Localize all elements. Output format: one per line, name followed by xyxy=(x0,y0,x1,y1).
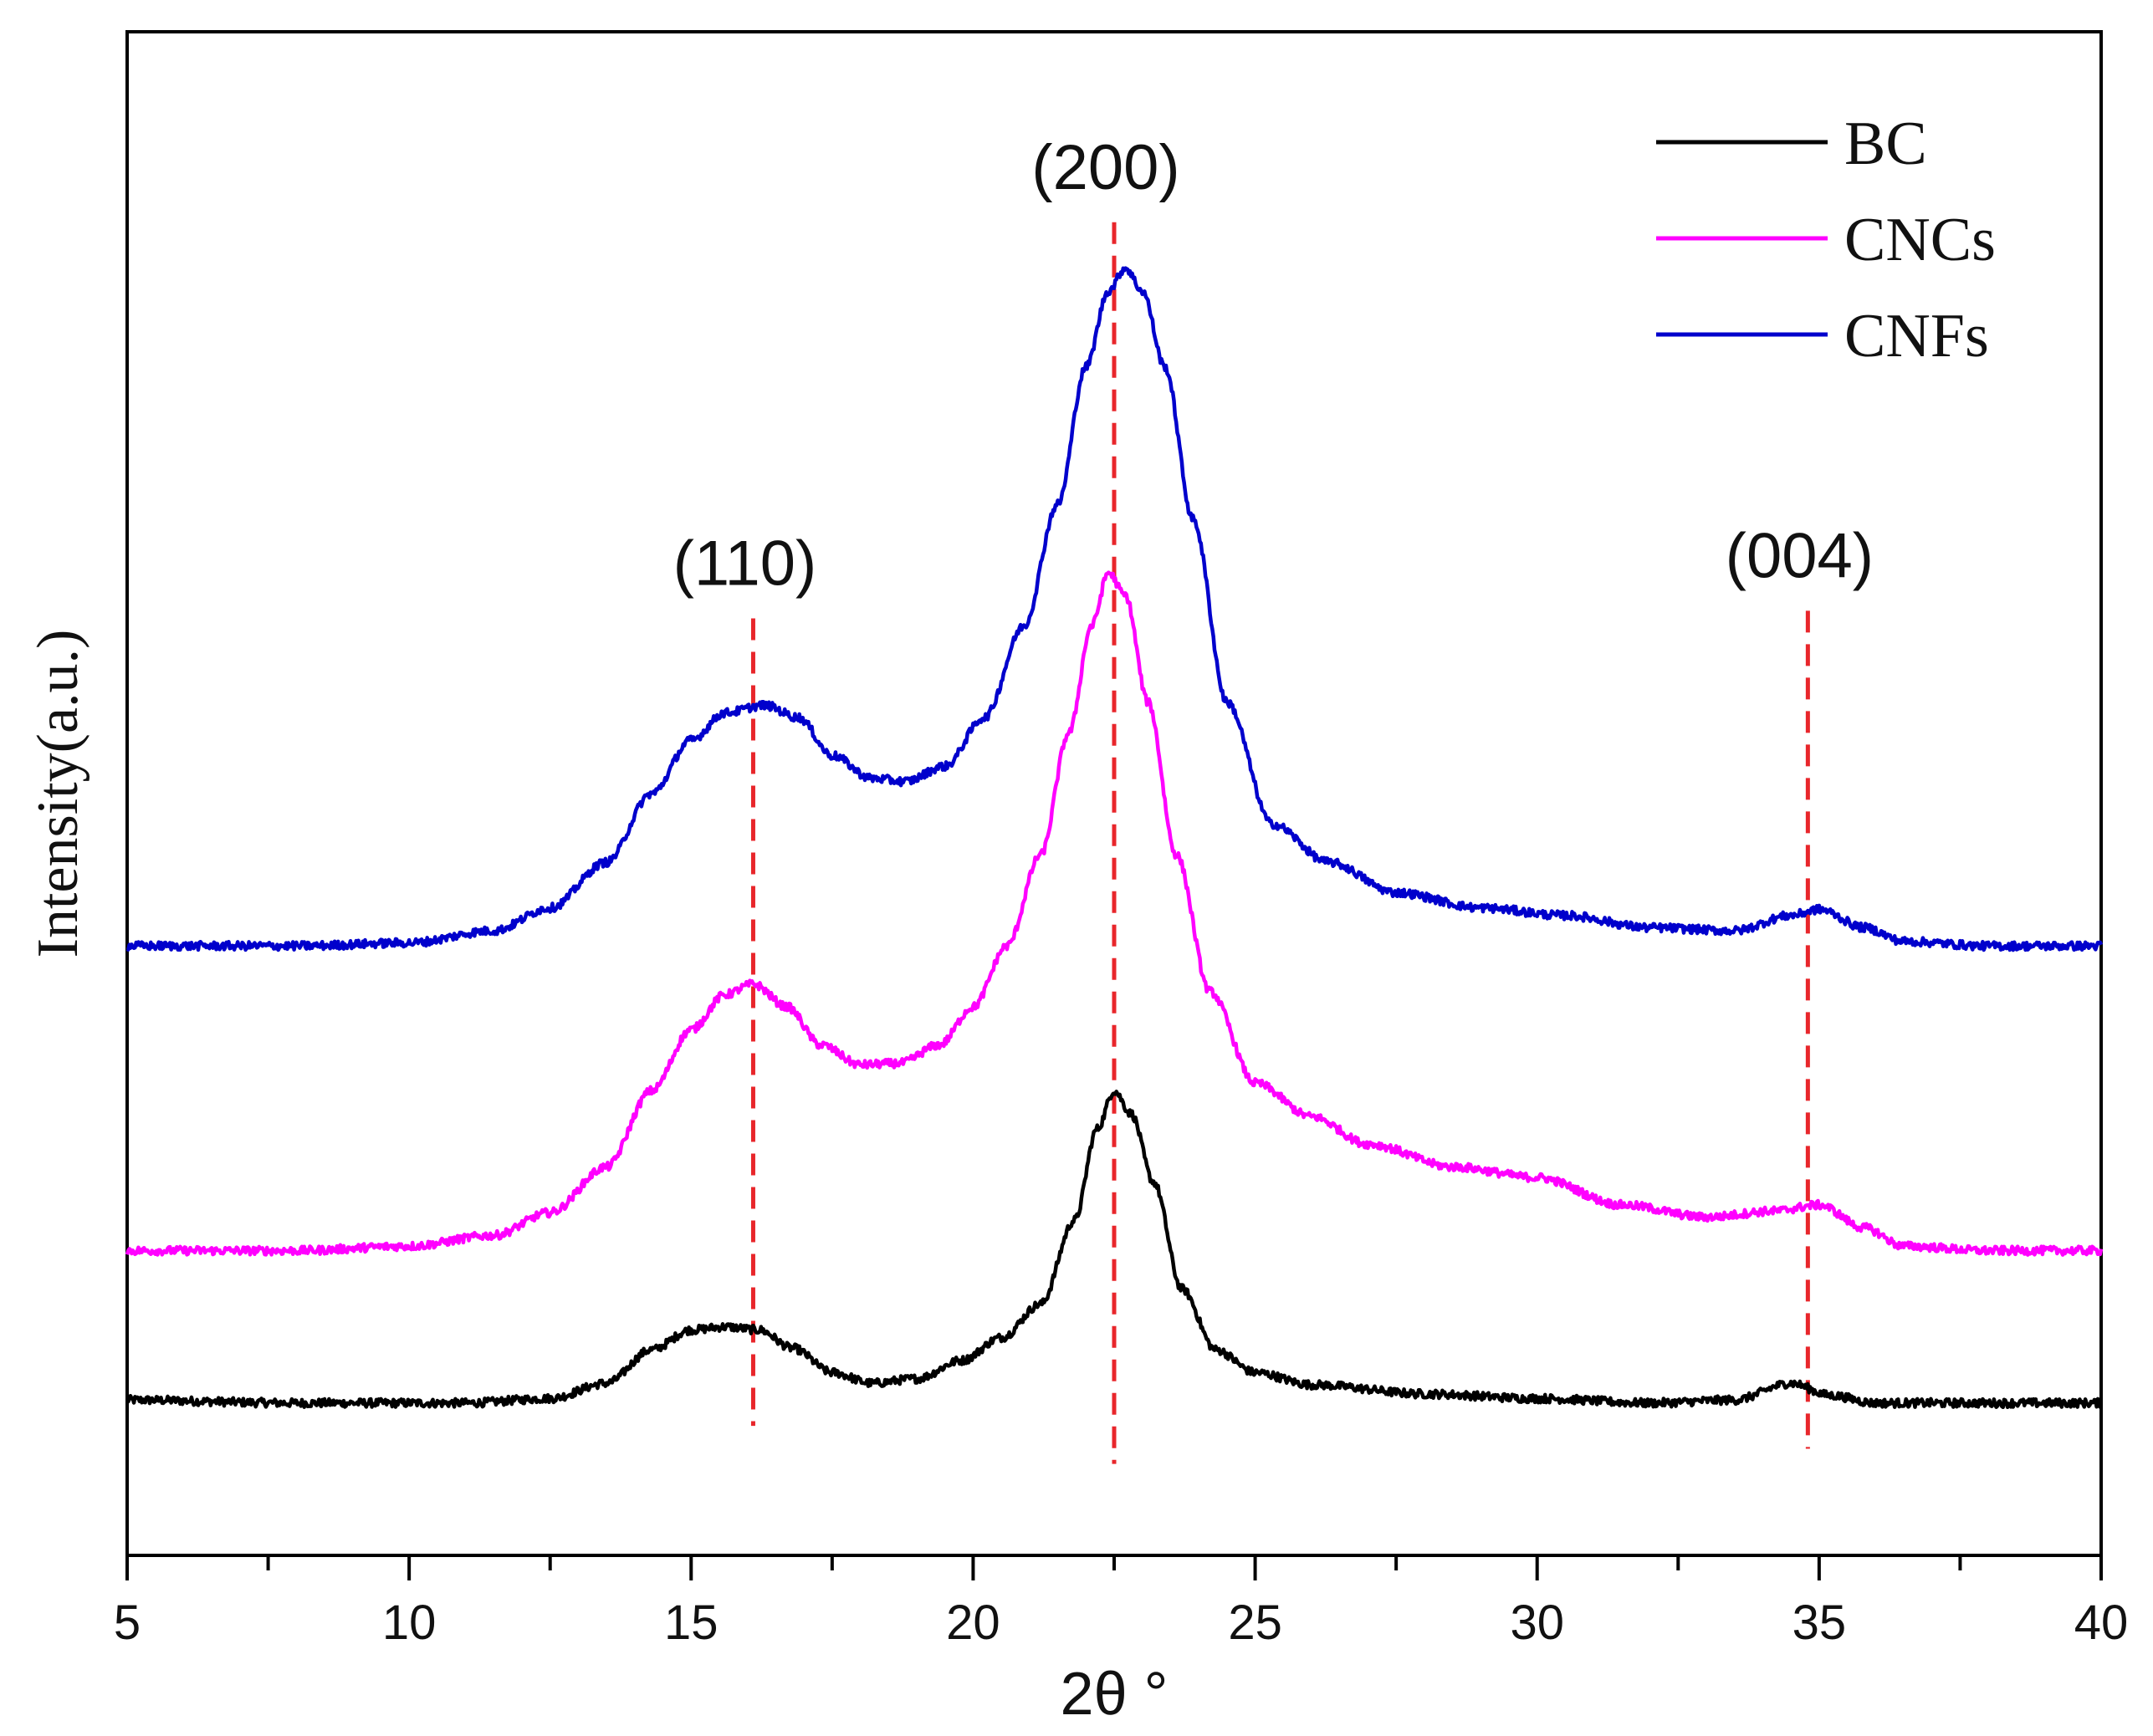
x-tick-label: 20 xyxy=(946,1596,1000,1650)
peak-label: (200) xyxy=(1031,132,1179,203)
x-tick-label: 5 xyxy=(114,1596,141,1650)
series-line-cnfs xyxy=(125,266,2104,952)
series-line-bc xyxy=(125,1090,2104,1410)
legend: BC CNCs CNFs xyxy=(1656,110,1996,370)
x-tick-label: 25 xyxy=(1228,1596,1282,1650)
peak-label: (004) xyxy=(1726,520,1874,591)
x-tick-label: 15 xyxy=(664,1596,719,1650)
x-axis-tick-labels: 5 10 15 20 25 30 35 40 xyxy=(114,1596,2128,1650)
series-line-cncs xyxy=(125,570,2104,1257)
x-tick-label: 40 xyxy=(2074,1596,2129,1650)
legend-label-cnfs: CNFs xyxy=(1844,302,1989,370)
x-tick-label: 10 xyxy=(382,1596,437,1650)
series-lines xyxy=(125,266,2104,1410)
peak-labels: (110) (200) (004) xyxy=(673,132,1874,600)
legend-label-cncs: CNCs xyxy=(1844,206,1996,274)
legend-label-bc: BC xyxy=(1844,110,1927,178)
peak-label: (110) xyxy=(673,528,817,599)
y-axis-title: Intensity(a.u.) xyxy=(26,630,90,958)
x-axis-ticks xyxy=(125,1555,2103,1580)
x-axis-title: 2θ ° xyxy=(1061,1661,1169,1728)
peak-reference-lines xyxy=(750,222,1810,1464)
x-tick-label: 35 xyxy=(1792,1596,1847,1650)
x-tick-label: 30 xyxy=(1510,1596,1564,1650)
